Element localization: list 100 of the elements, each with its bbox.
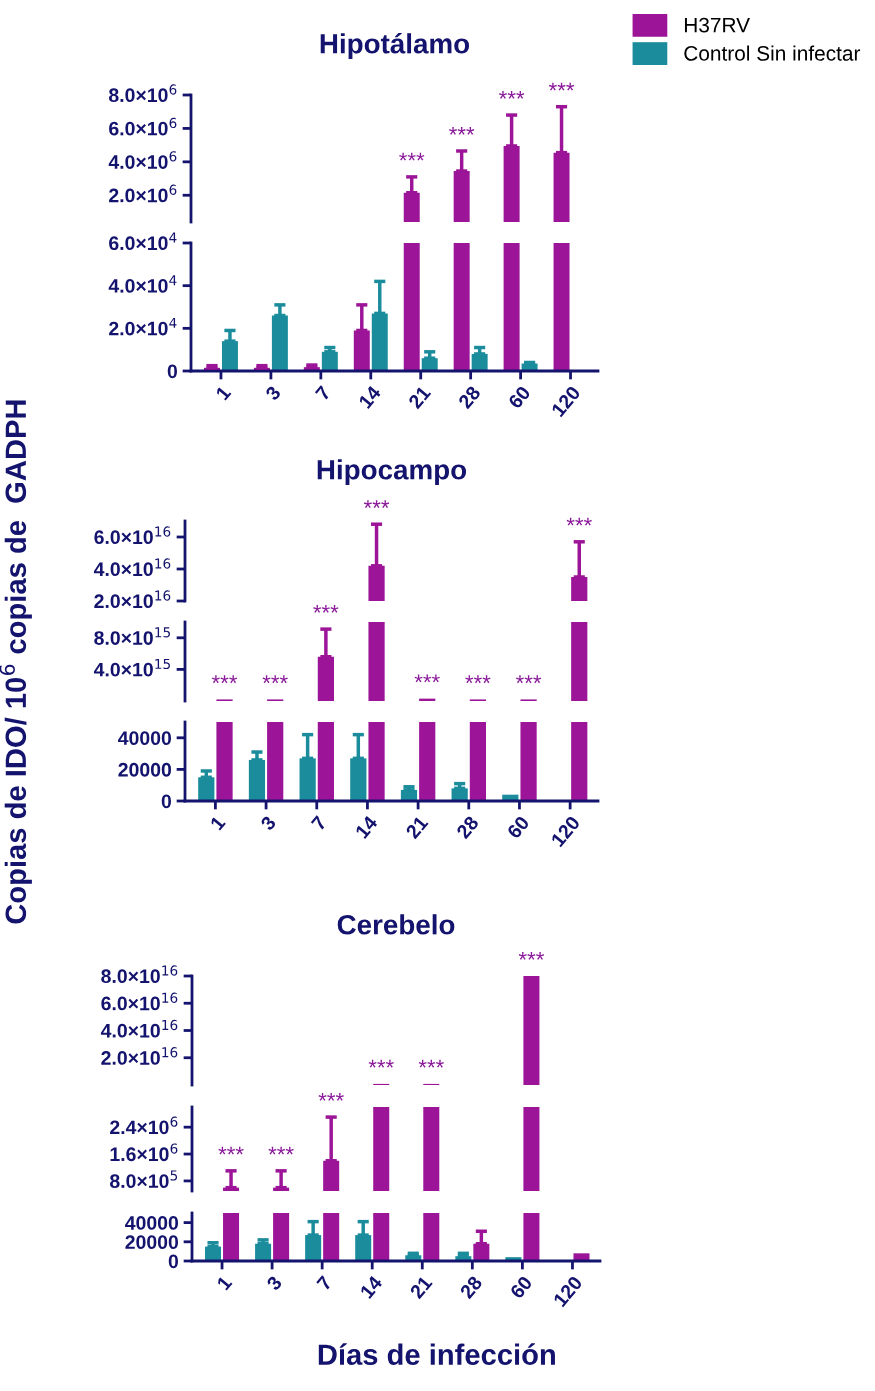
x-tick-label: 1 [215, 385, 232, 401]
bar [223, 1213, 240, 1261]
y-tick-label: 2.0×10$^{6}$ [109, 184, 177, 203]
y-tick-label: 2.0×10$^{16}$ [94, 590, 171, 609]
bar [221, 341, 238, 371]
x-tick-label: 21 [409, 1274, 433, 1300]
y-tick-label: 0 [161, 794, 172, 809]
x-tick-label: 120 [550, 815, 581, 848]
x-tick-label: 120 [552, 1275, 583, 1308]
y-tick-label: 1.6×10$^{6}$ [110, 1143, 178, 1162]
annotation: *** [548, 82, 575, 91]
y-tick-label: 20000 [118, 762, 172, 777]
bar [469, 722, 487, 801]
bar [350, 758, 367, 801]
annotation: *** [268, 1146, 294, 1155]
annotation: *** [515, 675, 542, 684]
bar [523, 1213, 540, 1261]
bar [323, 1213, 340, 1261]
y-tick-label: 8.0×10$^{5}$ [110, 1170, 178, 1189]
y-axis-title: Copias de IDO/ 10$^{6}$ copias de GADPH [0, 400, 32, 924]
y-tick-label: 4.0×10$^{4}$ [108, 275, 177, 293]
y-tick-label: 2.0×10$^{16}$ [101, 1047, 178, 1065]
bar [419, 722, 436, 801]
x-tick-label: 14 [354, 814, 379, 839]
bar [453, 243, 470, 371]
chart-title: Hipotálamo [320, 32, 470, 60]
bar [317, 722, 334, 801]
annotation: *** [566, 517, 592, 526]
chart-title: Hipocampo [317, 459, 467, 486]
y-tick-label: 6.0×10$^{16}$ [94, 526, 171, 545]
annotation: *** [211, 675, 238, 684]
x-tick-label: 60 [509, 1275, 533, 1300]
y-tick-label: 4.0×10$^{6}$ [108, 151, 177, 169]
bar [573, 1253, 590, 1261]
x-tick-label: 7 [310, 815, 327, 831]
annotation: *** [368, 1059, 394, 1068]
annotation: *** [518, 951, 545, 960]
bar [216, 722, 233, 801]
bar [267, 722, 284, 801]
x-tick-label: 21 [405, 814, 429, 840]
y-tick-label: 0 [167, 364, 178, 379]
bar [198, 777, 215, 801]
x-tick-label: 28 [459, 1274, 483, 1300]
y-tick-label: 6.0×10$^{6}$ [109, 117, 177, 136]
y-tick-label: 0 [168, 1254, 179, 1269]
y-tick-label: 20000 [125, 1235, 179, 1250]
x-tick-label: 60 [507, 385, 532, 410]
legend-label: Control Sin infectar [684, 45, 861, 61]
x-tick-label: 21 [407, 384, 432, 410]
annotation: *** [498, 90, 525, 99]
y-tick-label: 2.4×10$^{6}$ [110, 1116, 178, 1135]
x-tick-label: 3 [259, 815, 277, 832]
annotation: *** [399, 152, 425, 161]
y-tick-label: 4.0×10$^{15}$ [93, 658, 170, 677]
bar [368, 722, 385, 801]
y-tick-label: 6.0×10$^{4}$ [109, 232, 177, 251]
x-tick-label: 14 [358, 384, 382, 409]
bar [553, 243, 570, 371]
y-tick-label: 6.0×10$^{16}$ [101, 992, 178, 1011]
x-tick-label: 1 [209, 815, 226, 831]
legend-label: H37RV [684, 17, 750, 33]
x-tick-label: 7 [316, 1275, 333, 1291]
bar [520, 722, 537, 801]
x-axis-title: Días de infección [318, 1343, 555, 1365]
y-tick-label: 8.0×10$^{16}$ [101, 965, 178, 984]
bar [423, 1213, 440, 1261]
y-tick-label: 8.0×10$^{15}$ [94, 627, 170, 645]
bar [403, 243, 420, 371]
x-tick-label: 120 [550, 385, 581, 418]
chart-title: Cerebelo [337, 914, 455, 935]
x-tick-label: 14 [359, 1274, 383, 1299]
annotation: *** [363, 500, 390, 508]
bar [271, 315, 288, 371]
annotation: *** [465, 675, 491, 684]
x-tick-label: 60 [506, 815, 530, 840]
bar [299, 758, 316, 801]
bar [503, 243, 520, 371]
x-tick-label: 3 [264, 385, 282, 402]
y-tick-label: 40000 [125, 1216, 179, 1230]
y-tick-label: 8.0×10$^{6}$ [109, 84, 177, 103]
annotation: *** [318, 1093, 344, 1101]
annotation: *** [218, 1146, 244, 1155]
annotation: *** [418, 1059, 444, 1068]
annotation: *** [449, 126, 475, 135]
bar [373, 1213, 390, 1261]
bar [248, 759, 266, 801]
y-tick-label: 4.0×10$^{16}$ [100, 1019, 178, 1038]
x-tick-label: 3 [265, 1275, 283, 1292]
x-tick-label: 28 [457, 384, 482, 410]
bar [273, 1213, 290, 1261]
y-tick-label: 2.0×10$^{4}$ [109, 317, 177, 336]
bar [571, 722, 588, 801]
bar [355, 1235, 372, 1261]
bar [371, 313, 388, 371]
x-tick-label: 7 [314, 385, 332, 401]
y-tick-label: 40000 [118, 731, 172, 746]
bar [353, 330, 370, 371]
y-tick-label: 4.0×10$^{16}$ [93, 558, 171, 577]
x-tick-label: 28 [455, 814, 480, 840]
bar [305, 1235, 322, 1261]
